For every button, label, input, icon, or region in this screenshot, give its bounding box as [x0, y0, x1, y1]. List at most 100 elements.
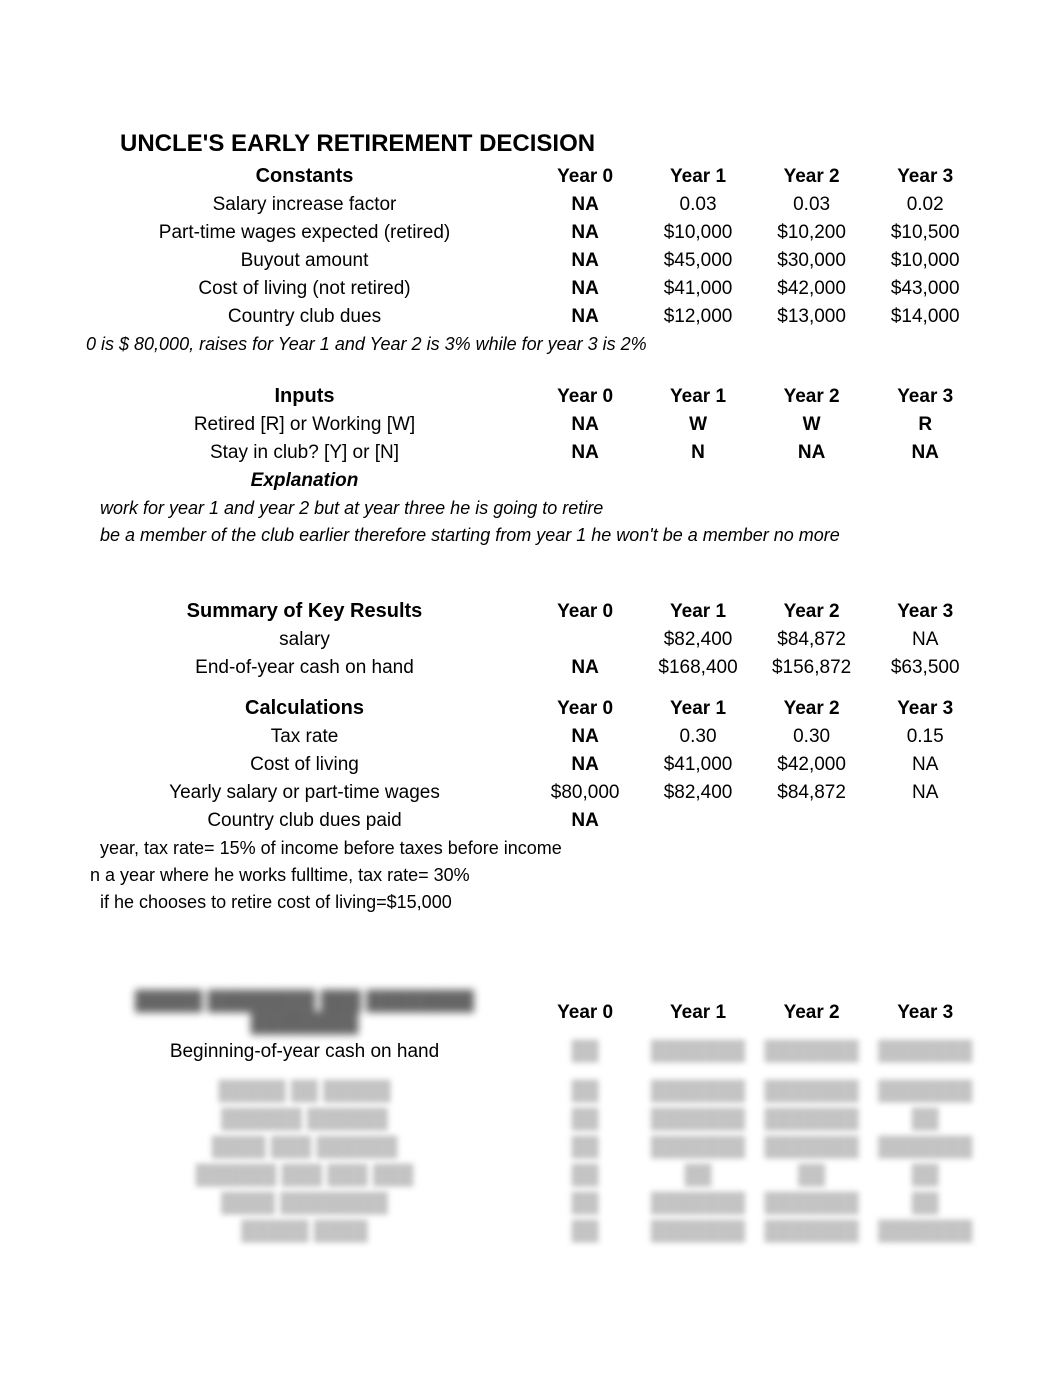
cell: $30,000 [755, 247, 869, 275]
row-label: Cost of living (not retired) [80, 275, 529, 303]
col-year1: Year 1 [641, 382, 755, 411]
cell [641, 807, 755, 835]
row-label: Tax rate [80, 723, 529, 751]
col-year2: Year 2 [755, 694, 869, 723]
blurred-cell: ███████ [641, 1038, 755, 1066]
col-year0: Year 0 [529, 162, 641, 191]
cell: NA [868, 626, 982, 654]
cell: $10,000 [641, 219, 755, 247]
cell: NA [529, 411, 641, 439]
cell: 0.03 [755, 191, 869, 219]
col-year3: Year 3 [868, 382, 982, 411]
table-row: Yearly salary or part-time wages $80,000… [80, 779, 982, 807]
cell: $156,872 [755, 654, 869, 682]
cell: NA [529, 247, 641, 275]
blurred-row: ██████ ███ ███ ███████████ [80, 1162, 982, 1190]
col-year1: Year 1 [641, 694, 755, 723]
col-year2: Year 2 [755, 162, 869, 191]
cell [868, 807, 982, 835]
explanation-heading: Explanation [80, 467, 529, 495]
cell [529, 626, 641, 654]
table-row: Retired [R] or Working [W] NA W W R [80, 411, 982, 439]
page-title: UNCLE'S EARLY RETIREMENT DECISION [80, 130, 982, 158]
col-year3: Year 3 [868, 597, 982, 626]
col-year3: Year 3 [868, 694, 982, 723]
cell: R [868, 411, 982, 439]
cell: 0.30 [755, 723, 869, 751]
row-label: Country club dues [80, 303, 529, 331]
cell: $42,000 [755, 751, 869, 779]
cell: NA [868, 439, 982, 467]
cell: NA [755, 439, 869, 467]
constants-heading: Constants [80, 162, 529, 191]
inputs-heading: Inputs [80, 382, 529, 411]
cell: NA [529, 303, 641, 331]
cell: NA [529, 723, 641, 751]
calc-note: if he chooses to retire cost of living=$… [80, 889, 982, 916]
blurred-row: ██████ ████████████████████████ [80, 1106, 982, 1134]
cell: NA [868, 751, 982, 779]
cell: $14,000 [868, 303, 982, 331]
table-row: Tax rate NA 0.30 0.30 0.15 [80, 723, 982, 751]
col-year2: Year 2 [755, 597, 869, 626]
cell: 0.30 [641, 723, 755, 751]
row-label: Buyout amount [80, 247, 529, 275]
row-label: Cost of living [80, 751, 529, 779]
cell: 0.02 [868, 191, 982, 219]
cell: $82,400 [641, 626, 755, 654]
cell: 0.15 [868, 723, 982, 751]
cell: NA [529, 219, 641, 247]
cell: $63,500 [868, 654, 982, 682]
col-year2: Year 2 [755, 988, 869, 1038]
col-year0: Year 0 [529, 597, 641, 626]
constants-note: 0 is $ 80,000, raises for Year 1 and Yea… [80, 331, 982, 358]
cell: NA [529, 439, 641, 467]
cell: W [641, 411, 755, 439]
col-year3: Year 3 [868, 162, 982, 191]
cell: W [755, 411, 869, 439]
cell: $12,000 [641, 303, 755, 331]
cell: NA [529, 654, 641, 682]
table-row: Salary increase factor NA 0.03 0.03 0.02 [80, 191, 982, 219]
cell: $10,000 [868, 247, 982, 275]
col-year3: Year 3 [868, 988, 982, 1038]
cell: $10,200 [755, 219, 869, 247]
col-year0: Year 0 [529, 694, 641, 723]
row-label: Salary increase factor [80, 191, 529, 219]
cell: $13,000 [755, 303, 869, 331]
blurred-cell: ███████ [755, 1038, 869, 1066]
blurred-cell: ██ [529, 1038, 641, 1066]
row-label: Beginning-of-year cash on hand [80, 1038, 529, 1066]
col-year1: Year 1 [641, 597, 755, 626]
explanation-line: work for year 1 and year 2 but at year t… [80, 495, 982, 522]
cell: $80,000 [529, 779, 641, 807]
blurred-heading: █████ ████████ ███ ████████████████ [80, 988, 529, 1038]
row-label: Stay in club? [Y] or [N] [80, 439, 529, 467]
table-row: Buyout amount NA $45,000 $30,000 $10,000 [80, 247, 982, 275]
col-year0: Year 0 [529, 382, 641, 411]
cell: NA [868, 779, 982, 807]
cell: $84,872 [755, 779, 869, 807]
col-year0: Year 0 [529, 988, 641, 1038]
table-row: Country club dues paid NA [80, 807, 982, 835]
blurred-row: █████ ███████████████████████████ [80, 1218, 982, 1246]
table-row: salary $82,400 $84,872 NA [80, 626, 982, 654]
cell: $45,000 [641, 247, 755, 275]
cell: NA [529, 751, 641, 779]
blurred-row: █████ ██ ████████████████████████████ [80, 1078, 982, 1106]
table-row: Cost of living NA $41,000 $42,000 NA [80, 751, 982, 779]
cell: $41,000 [641, 275, 755, 303]
table-row: Country club dues NA $12,000 $13,000 $14… [80, 303, 982, 331]
calc-note: n a year where he works fulltime, tax ra… [80, 862, 982, 889]
row-label: Retired [R] or Working [W] [80, 411, 529, 439]
blurred-cell: ███████ [868, 1038, 982, 1066]
calc-note: year, tax rate= 15% of income before tax… [80, 835, 982, 862]
summary-heading: Summary of Key Results [80, 597, 529, 626]
cell: $42,000 [755, 275, 869, 303]
table-row: Part-time wages expected (retired) NA $1… [80, 219, 982, 247]
cell: $43,000 [868, 275, 982, 303]
cell: 0.03 [641, 191, 755, 219]
col-year2: Year 2 [755, 382, 869, 411]
table-row: Beginning-of-year cash on hand ██ ██████… [80, 1038, 982, 1066]
row-label: Part-time wages expected (retired) [80, 219, 529, 247]
